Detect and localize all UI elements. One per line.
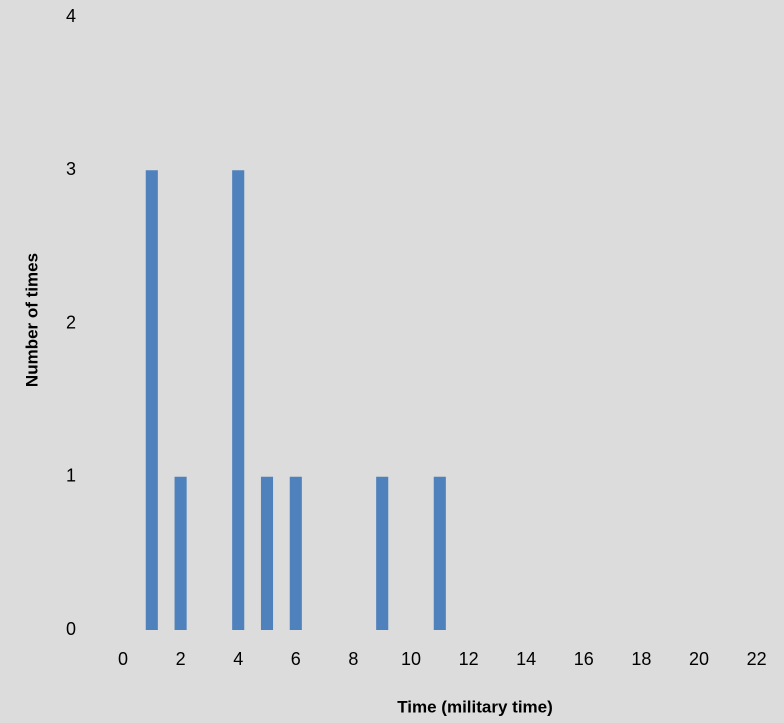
bar [145,170,158,630]
x-tick-label: 12 [459,649,479,669]
y-tick-label: 0 [66,619,76,639]
x-tick-label: 4 [233,649,243,669]
x-tick-label: 16 [574,649,594,669]
x-axis-title: Time (military time) [397,697,553,716]
y-tick-label: 4 [66,6,76,26]
y-tick-label: 1 [66,466,76,486]
x-tick-label: 20 [689,649,709,669]
x-tick-label: 6 [291,649,301,669]
y-axis-title: Number of times [22,253,41,387]
y-tick-label: 2 [66,312,76,332]
x-tick-label: 10 [401,649,421,669]
bar [232,170,245,630]
x-tick-label: 18 [631,649,651,669]
x-tick-label: 0 [118,649,128,669]
bar [174,476,187,630]
y-tick-label: 3 [66,159,76,179]
bar [433,476,446,630]
x-tick-label: 8 [348,649,358,669]
bar [289,476,302,630]
x-tick-label: 22 [747,649,767,669]
x-tick-label: 14 [516,649,536,669]
bar [260,476,274,630]
bar [376,476,389,630]
x-tick-label: 2 [176,649,186,669]
